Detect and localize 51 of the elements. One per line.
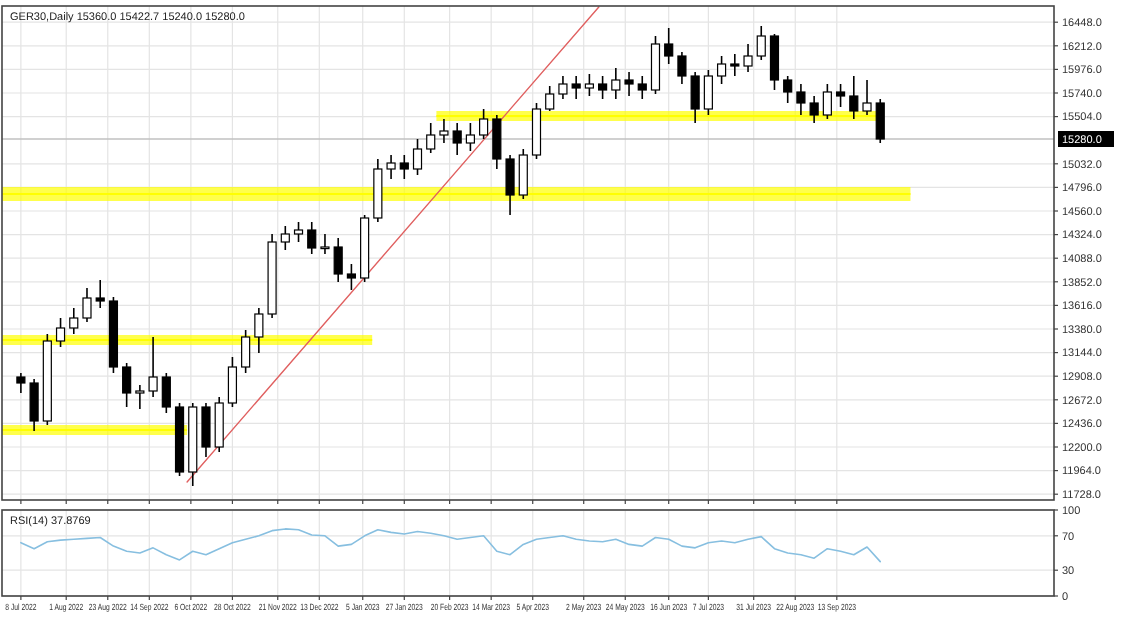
candlestick (637, 75, 647, 100)
candlestick (452, 122, 462, 156)
candlestick (584, 73, 594, 97)
candlestick (743, 43, 753, 73)
candlestick (293, 221, 304, 243)
candlestick (227, 356, 238, 408)
candlestick (307, 221, 317, 255)
candlestick (505, 154, 515, 216)
candlestick (412, 138, 423, 176)
line-series (20, 528, 882, 563)
candlestick (439, 118, 449, 144)
candlestick (650, 35, 661, 95)
candlestick (822, 83, 832, 120)
candlestick (241, 329, 251, 374)
candlestick (479, 108, 489, 140)
candlestick (426, 122, 436, 154)
candlestick (280, 225, 290, 251)
candlestick (465, 122, 475, 152)
candlestick (611, 67, 621, 100)
candlestick (783, 75, 793, 104)
candlestick (492, 114, 502, 170)
candlestick (849, 75, 859, 120)
candlestick (730, 53, 740, 77)
candlestick (122, 362, 132, 408)
candlestick (201, 402, 211, 458)
candlestick (95, 279, 105, 309)
candlestick (769, 33, 780, 91)
candlestick (598, 75, 608, 100)
candlestick (835, 83, 846, 108)
candlestick (558, 75, 568, 100)
candlestick (386, 154, 396, 180)
candlestick (55, 317, 66, 348)
candlestick (531, 102, 542, 160)
candlestick (716, 55, 727, 85)
candlestick (545, 85, 555, 112)
candlestick (664, 27, 674, 65)
candlestick (214, 396, 224, 453)
candlestick (346, 263, 357, 291)
candlestick (69, 307, 79, 335)
candlestick (82, 287, 92, 323)
candlestick (624, 71, 634, 97)
candlestick (756, 25, 766, 61)
candlestick (518, 148, 528, 200)
candlestick (571, 75, 581, 100)
candlestick (161, 372, 171, 414)
candlestick (333, 237, 343, 283)
candlestick (399, 154, 409, 180)
candlestick (703, 69, 713, 116)
candlestick (875, 98, 885, 144)
candlestick (320, 233, 330, 255)
candlestick (862, 79, 872, 116)
